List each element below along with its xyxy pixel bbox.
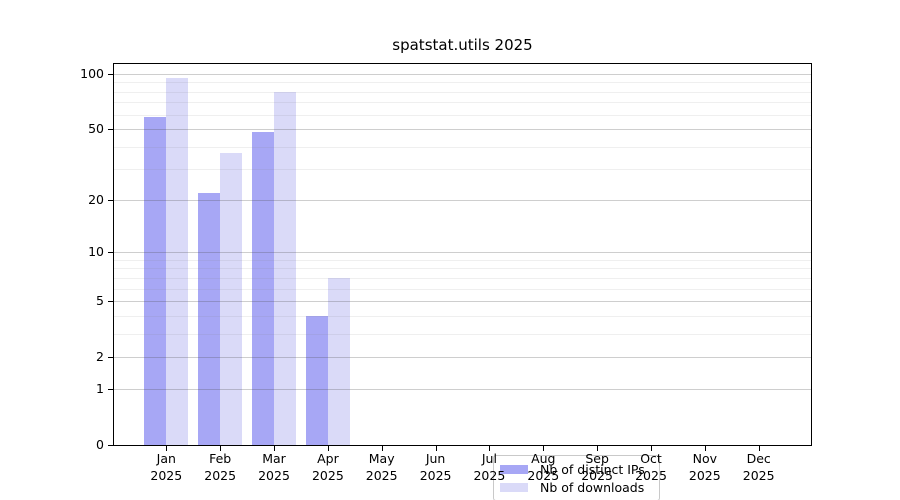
x-tick-mark (489, 446, 491, 451)
gridline-minor (114, 259, 811, 261)
bar-downloads (327, 277, 350, 445)
x-tick-label: Jul 2025 (473, 451, 506, 483)
gridline-major (114, 74, 811, 75)
x-tick-mark (274, 446, 275, 451)
y-tick-label: 5 (96, 293, 104, 308)
y-tick-mark (108, 445, 114, 446)
bar-distinct-ips (305, 315, 328, 445)
x-tick-label: Apr 2025 (311, 451, 344, 483)
gridline-minor (114, 277, 811, 279)
bar-distinct-ips (252, 132, 274, 445)
gridline-minor (114, 268, 811, 270)
x-tick-label: Jun 2025 (419, 451, 452, 483)
x-tick-mark (166, 446, 168, 451)
gridline-minor (114, 114, 811, 116)
y-tick-label: 20 (88, 192, 104, 208)
legend-label: Nb of downloads (540, 479, 645, 495)
x-tick-mark (758, 446, 760, 451)
y-tick-label: 10 (88, 244, 104, 260)
gridline-major (114, 252, 811, 254)
gridline-major (114, 356, 811, 358)
gridline-minor (114, 288, 811, 290)
x-tick-mark (381, 446, 383, 451)
x-tick-label: May 2025 (365, 451, 398, 483)
gridline-minor (114, 315, 811, 317)
x-tick-label: Feb 2025 (204, 451, 237, 483)
bar-downloads (274, 91, 296, 445)
y-tick-label: 100 (80, 66, 104, 81)
x-tick-mark (651, 446, 652, 451)
bar-downloads (220, 152, 243, 445)
y-tick-mark (108, 74, 114, 75)
gridline-major (114, 128, 811, 130)
x-tick-label: Nov 2025 (688, 451, 721, 483)
legend-item: Nb of downloads (500, 481, 659, 494)
y-tick-mark (108, 389, 114, 391)
plot-area: Nb of distinct IPs Nb of downloads (113, 63, 812, 500)
y-tick-mark (108, 252, 114, 254)
gridline-major (114, 301, 811, 302)
bar-distinct-ips (144, 117, 167, 445)
gridline-minor (114, 82, 811, 84)
x-tick-mark (704, 446, 706, 451)
gridline-major (114, 200, 811, 202)
x-tick-label: Dec 2025 (742, 451, 775, 483)
gridline-minor (114, 91, 811, 93)
gridline-major (114, 389, 811, 391)
x-tick-label: Oct 2025 (635, 451, 667, 483)
x-tick-mark (435, 446, 437, 451)
y-tick-mark (108, 128, 114, 130)
legend-swatch-distinct-ips (500, 464, 528, 474)
legend-item: Nb of distinct IPs (500, 463, 659, 476)
x-tick-mark (597, 446, 599, 451)
y-tick-mark (108, 200, 114, 202)
x-tick-mark (220, 446, 222, 451)
y-tick-mark (108, 301, 114, 302)
bar-downloads (166, 78, 189, 445)
y-tick-label: 1 (96, 381, 104, 397)
x-tick-mark (543, 446, 545, 451)
y-tick-label: 0 (96, 437, 104, 452)
x-tick-label: Jan 2025 (150, 451, 183, 483)
x-tick-label: Mar 2025 (258, 451, 290, 483)
gridline-minor (114, 146, 811, 148)
legend-swatch-downloads (500, 482, 528, 492)
legend: Nb of distinct IPs Nb of downloads (493, 455, 660, 500)
gridline-minor (114, 168, 811, 170)
y-tick-label: 50 (88, 120, 104, 136)
x-tick-label: Aug 2025 (527, 451, 560, 483)
bar-distinct-ips (198, 192, 221, 445)
y-tick-label: 2 (96, 348, 104, 364)
x-tick-mark (327, 446, 329, 451)
x-tick-label: Sep 2025 (581, 451, 613, 483)
gridline-minor (114, 333, 811, 335)
legend-label: Nb of distinct IPs (540, 461, 645, 477)
y-tick-mark (108, 356, 114, 358)
chart-title: spatstat.utils 2025 (392, 36, 533, 54)
gridline-minor (114, 102, 811, 104)
